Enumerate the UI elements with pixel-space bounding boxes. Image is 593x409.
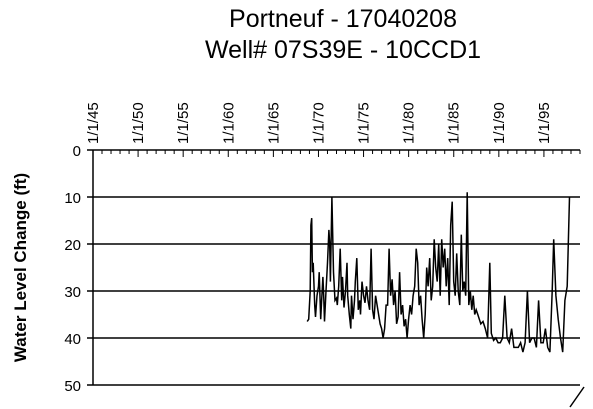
series <box>306 192 571 353</box>
x-tick-label: 1/1/70 <box>310 102 327 144</box>
x-tick-label: 1/1/65 <box>265 102 282 144</box>
y-tick-label: 20 <box>64 237 81 254</box>
y-tick-label: 40 <box>64 331 81 348</box>
y-tick-labels: 0 10 20 30 40 50 <box>64 143 81 395</box>
y-axis-label: Water Level Change (ft) <box>11 173 30 362</box>
x-tick-label: 1/1/80 <box>401 102 418 144</box>
x-tick-labels: 1/1/45 1/1/50 1/1/55 1/1/60 1/1/65 1/1/70 1/1/… <box>85 102 553 144</box>
axis-break-mark <box>569 386 585 408</box>
y-tick-label: 50 <box>64 378 81 395</box>
x-tick-label: 1/1/60 <box>220 102 237 144</box>
y-tick-label: 10 <box>64 190 81 207</box>
y-tick-label: 0 <box>73 143 81 160</box>
x-tick-label: 1/1/90 <box>491 102 508 144</box>
x-tick-label: 1/1/75 <box>356 102 373 144</box>
chart-subtitle: Well# 07S39E - 10CCD1 <box>204 36 482 64</box>
y-tick-label: 30 <box>64 284 81 301</box>
x-tick-label: 1/1/95 <box>536 102 553 144</box>
water-level-line <box>306 192 571 353</box>
x-tick-label: 1/1/85 <box>446 102 463 144</box>
x-tick-label: 1/1/55 <box>175 102 192 144</box>
grid-lines <box>93 196 580 339</box>
axes <box>87 149 585 408</box>
chart-title: Portneuf - 17040208 <box>229 5 457 33</box>
x-tick-label: 1/1/50 <box>130 102 147 144</box>
x-tick-label: 1/1/45 <box>85 102 102 144</box>
